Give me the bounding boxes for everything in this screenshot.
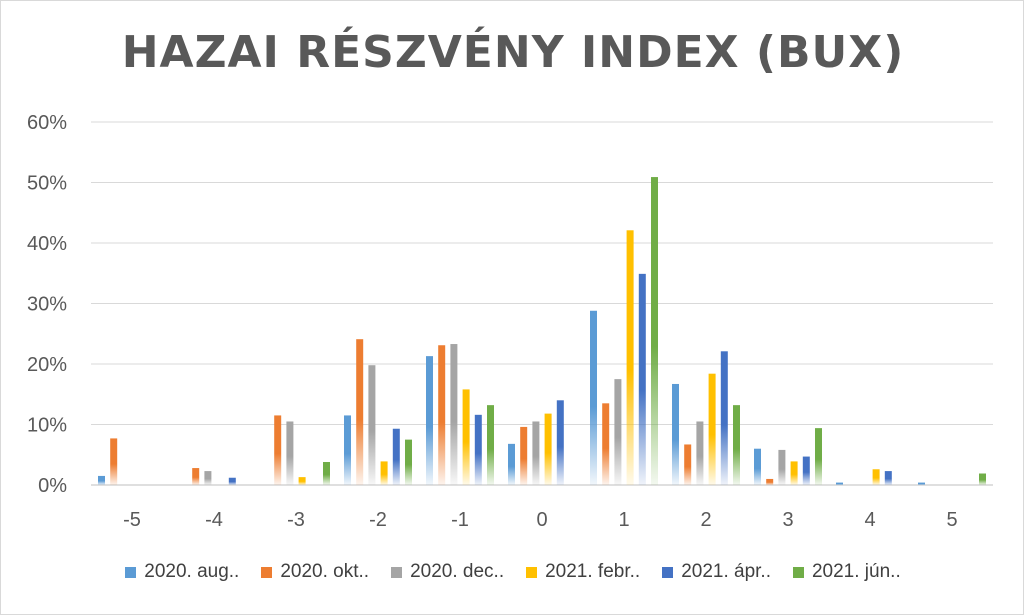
y-tick-label: 10%	[27, 415, 67, 437]
bar	[323, 462, 330, 485]
bar	[286, 421, 294, 485]
legend-swatch	[662, 566, 674, 578]
y-tick-label: 0%	[38, 475, 67, 497]
legend-label: 2021. ápr..	[681, 561, 771, 582]
bar	[508, 443, 515, 485]
bar	[979, 473, 986, 485]
bar	[192, 468, 200, 485]
legend-item: 2021. ápr..	[662, 561, 771, 583]
bar	[380, 461, 388, 485]
bar	[487, 405, 494, 485]
chart-title: HAZAI RÉSZVÉNY INDEX (BUX)	[121, 27, 905, 78]
bar	[733, 405, 740, 485]
bar	[708, 373, 716, 485]
bar	[450, 344, 458, 485]
bar	[672, 383, 679, 485]
legend-label: 2020. aug..	[144, 561, 240, 582]
bar	[520, 426, 528, 485]
legend-swatch	[125, 566, 137, 578]
bar	[392, 428, 400, 485]
bar	[720, 351, 728, 485]
y-tick-label: 30%	[27, 294, 67, 316]
bar	[474, 414, 482, 485]
y-tick-label: 50%	[27, 173, 67, 195]
legend-label: 2021. jún..	[811, 561, 901, 582]
bar	[918, 482, 925, 485]
x-tick-label: -3	[287, 509, 305, 531]
x-tick-label: 0	[536, 509, 547, 531]
legend-item: 2021. febr..	[526, 561, 640, 583]
bar	[802, 456, 810, 485]
legend-item: 2020. dec..	[391, 561, 504, 583]
x-tick-label: 2	[700, 509, 711, 531]
legend-swatch	[792, 566, 804, 578]
x-tick-label: 4	[864, 509, 875, 531]
legend-swatch	[391, 566, 403, 578]
bar	[98, 475, 105, 485]
x-tick-label: -5	[123, 509, 141, 531]
legend-swatch	[526, 566, 538, 578]
bar	[614, 379, 622, 485]
bar	[228, 477, 236, 485]
x-tick-label: -1	[451, 509, 469, 531]
bar	[368, 365, 376, 485]
bar	[532, 421, 540, 485]
bar	[836, 482, 843, 485]
bar	[778, 449, 786, 485]
legend-label: 2021. febr..	[545, 561, 641, 582]
y-tick-label: 20%	[27, 354, 67, 376]
bar	[766, 478, 774, 485]
bar	[638, 273, 646, 485]
bar	[544, 413, 552, 485]
bar	[815, 428, 822, 485]
legend-label: 2020. okt..	[280, 561, 370, 582]
x-tick-label: 1	[618, 509, 629, 531]
bar	[651, 177, 658, 485]
bar	[344, 415, 351, 485]
bar	[298, 477, 306, 485]
y-tick-label: 60%	[27, 112, 67, 134]
bar	[602, 403, 610, 485]
bar	[790, 461, 798, 485]
legend-item: 2020. okt..	[261, 561, 369, 583]
bar	[438, 345, 446, 485]
bar	[626, 230, 634, 485]
bar	[356, 339, 364, 485]
legend-label: 2020. dec..	[410, 561, 505, 582]
x-tick-label: 5	[946, 509, 957, 531]
bar	[590, 310, 597, 485]
x-tick-label: -2	[369, 509, 387, 531]
bar	[684, 444, 692, 485]
legend-swatch	[261, 566, 273, 578]
bar	[405, 439, 412, 485]
bar	[426, 356, 433, 485]
legend-item: 2021. jún..	[792, 561, 901, 583]
bar	[110, 438, 118, 485]
y-tick-label: 40%	[27, 233, 67, 255]
bar	[872, 469, 880, 485]
bar	[556, 400, 564, 485]
bar	[754, 448, 761, 485]
legend-item: 2020. aug..	[125, 561, 239, 583]
x-tick-label: -4	[205, 509, 223, 531]
bar	[462, 389, 470, 485]
legend: 2020. aug.. 2020. okt.. 2020. dec.. 2021. f…	[1, 561, 1024, 583]
bar	[884, 471, 892, 485]
bar	[696, 421, 704, 485]
bar	[274, 415, 282, 485]
x-tick-label: 3	[782, 509, 793, 531]
bar	[204, 471, 212, 485]
